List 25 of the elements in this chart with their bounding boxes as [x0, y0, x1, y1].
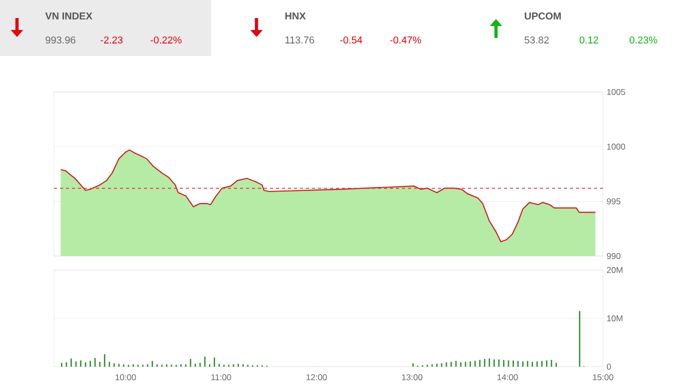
data-label: -0.22% — [150, 36, 182, 44]
data-label: 0.12 — [580, 36, 598, 44]
y-tick-label: 1000 — [607, 144, 626, 150]
category-label: VN INDEX — [45, 12, 92, 20]
data-label: 113.76 — [285, 36, 314, 44]
y-tick-label: 1005 — [607, 88, 626, 96]
y-tick-label: 10M — [607, 315, 622, 322]
x-tick-label: 13:00 — [402, 374, 422, 380]
x-tick-label: 15:00 — [593, 374, 614, 380]
data-label: -2.23 — [100, 36, 123, 44]
category-label: HNX — [285, 12, 306, 20]
data-label: 0.23% — [630, 36, 658, 44]
data-label: 53.82 — [524, 36, 549, 44]
x-tick-label: 10:00 — [116, 374, 136, 380]
data-label: 993.96 — [46, 36, 76, 44]
y-tick-label: 990 — [606, 252, 620, 260]
x-tick-label: 12:00 — [306, 374, 327, 380]
y-tick-label: 20M — [606, 266, 622, 274]
x-tick-label: 11:00 — [211, 374, 232, 380]
data-label: -0.54 — [340, 36, 362, 44]
x-tick-label: 14:00 — [498, 374, 518, 380]
category-label: UPCOM — [524, 12, 561, 20]
data-label: -0.47% — [390, 36, 422, 44]
y-tick-label: 995 — [606, 198, 620, 204]
y-tick-label: 0 — [606, 364, 611, 370]
